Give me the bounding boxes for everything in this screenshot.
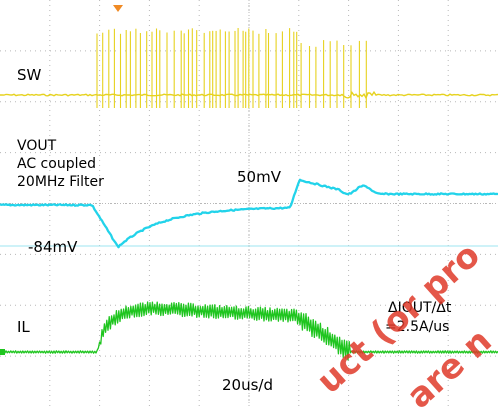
il-label: IL: [17, 318, 30, 336]
vout-peak-label: 50mV: [237, 168, 282, 186]
vout-label: VOUT: [17, 138, 57, 154]
sw-trace-pulses: [96, 28, 367, 108]
sw-label: SW: [17, 66, 42, 84]
slew-rate-label: ΔIOUT/Δt: [388, 300, 452, 316]
vout-dip-label: -84mV: [28, 238, 78, 256]
il-trace: [0, 301, 498, 361]
vout-coupling-label: AC coupled: [17, 156, 96, 172]
trigger-marker: [113, 5, 123, 12]
vout-trace: [0, 178, 498, 249]
vout-filter-label: 20MHz Filter: [17, 174, 104, 190]
traces: [0, 28, 498, 361]
slew-rate-value: =2.5A/us: [385, 319, 449, 335]
il-channel-marker: [0, 349, 5, 355]
timebase-label: 20us/d: [222, 376, 273, 394]
